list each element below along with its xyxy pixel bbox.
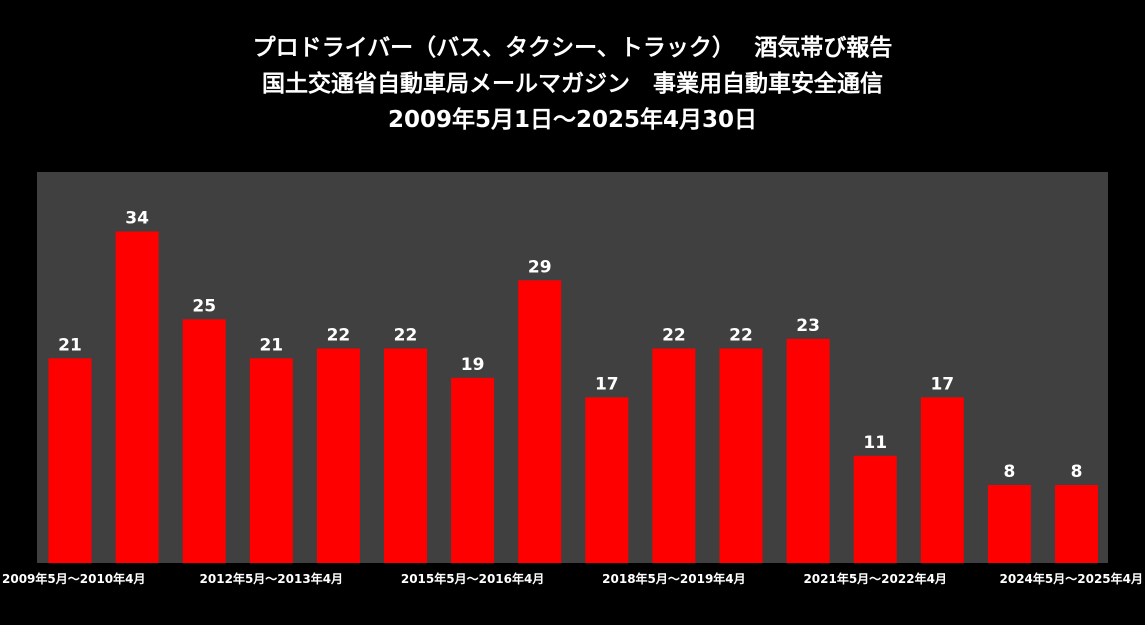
data-label-14: 8 <box>1003 462 1015 482</box>
bar-2 <box>182 319 226 564</box>
data-label-0: 21 <box>58 335 82 355</box>
data-label-6: 19 <box>461 355 485 375</box>
data-label-5: 22 <box>394 326 418 346</box>
bar-11 <box>786 338 830 564</box>
data-label-15: 8 <box>1071 462 1083 482</box>
data-label-4: 22 <box>327 326 351 346</box>
bar-15 <box>1055 485 1098 563</box>
chart-title: プロドライバー（バス、タクシー、トラック） 酒気帯び報告 国土交通省自動車局メー… <box>0 30 1145 138</box>
x-tick-label-15: 2024年5月～2025年4月 <box>1000 571 1144 586</box>
bar-12 <box>853 455 897 564</box>
x-tick-label-0: 2009年5月～2010年4月 <box>2 571 146 586</box>
bar-7 <box>518 280 562 564</box>
x-tick-label-3: 2012年5月～2013年4月 <box>200 571 344 586</box>
data-label-1: 34 <box>125 209 149 229</box>
data-label-13: 17 <box>930 374 954 394</box>
x-tick-label-6: 2015年5月～2016年4月 <box>401 571 545 586</box>
x-tick-label-group: 2009年5月～2010年4月 2012年5月～2013年4月 2015年5月～20… <box>2 571 1143 586</box>
bar-0 <box>48 358 92 564</box>
chart-title-line-3: 2009年5月1日～2025年4月30日 <box>387 107 758 133</box>
chart-title-line-2: 国土交通省自動車局メールマガジン 事業用自動車安全通信 <box>262 71 883 97</box>
data-label-12: 11 <box>863 433 887 453</box>
data-label-11: 23 <box>796 316 820 336</box>
x-tick-label-12: 2021年5月～2022年4月 <box>803 571 947 586</box>
bar-3 <box>249 358 293 564</box>
bar-group <box>48 231 1098 564</box>
data-label-7: 29 <box>528 257 552 277</box>
bar-13 <box>920 397 964 564</box>
bar-14 <box>987 485 1031 563</box>
bar-9 <box>652 348 696 563</box>
bar-10 <box>719 348 763 563</box>
bar-1 <box>115 231 159 563</box>
data-label-2: 25 <box>192 296 216 316</box>
data-label-10: 22 <box>729 326 753 346</box>
data-label-8: 17 <box>595 374 619 394</box>
x-tick-label-9: 2018年5月～2019年4月 <box>602 571 746 586</box>
bar-4 <box>316 348 360 563</box>
data-label-group: 21 34 25 21 22 22 19 29 17 22 22 23 11 17 8 8 <box>58 209 1082 483</box>
bar-5 <box>384 348 427 563</box>
chart-title-line-1: プロドライバー（バス、タクシー、トラック） 酒気帯び報告 <box>252 35 893 61</box>
bar-6 <box>451 377 495 564</box>
data-label-9: 22 <box>662 326 686 346</box>
bar-8 <box>585 397 629 564</box>
data-label-3: 21 <box>259 335 283 355</box>
